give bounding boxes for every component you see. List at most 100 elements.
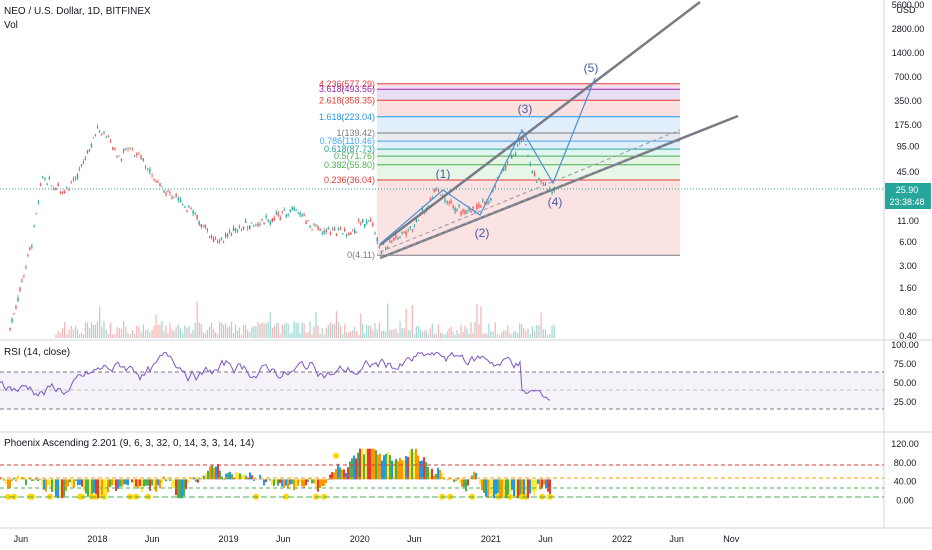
volume-bar: [348, 332, 350, 338]
candle-body: [21, 280, 23, 282]
elliott-wave-path[interactable]: [379, 77, 596, 245]
upper-channel-line[interactable]: [379, 1, 701, 246]
volume-bar: [405, 308, 407, 338]
candle-body: [352, 230, 354, 232]
volume-bar: [342, 334, 344, 338]
volume-bar: [242, 324, 245, 338]
price-tick-label: 45.00: [897, 167, 920, 177]
candle-body: [333, 228, 336, 231]
dashed-support-line[interactable]: [379, 137, 681, 259]
candle-body: [283, 209, 285, 211]
candle-body: [19, 287, 21, 291]
candle-body: [376, 237, 378, 242]
volume-bar: [182, 332, 184, 338]
candle-body: [140, 155, 142, 159]
volume-bar: [346, 332, 348, 338]
candle-body: [11, 318, 13, 323]
candle-body: [452, 205, 454, 209]
candle-body: [540, 181, 542, 182]
candle-body: [35, 213, 37, 215]
rsi-title[interactable]: RSI (14, close): [4, 347, 70, 358]
price-tick-label: 3.00: [899, 261, 917, 271]
volume-bar: [136, 325, 138, 338]
candle-body: [277, 213, 279, 216]
volume-bar: [234, 324, 237, 338]
volume-bar: [177, 324, 179, 338]
candle-body: [327, 227, 329, 229]
volume-bar: [374, 322, 376, 338]
candle-body: [98, 130, 101, 132]
volume-bar: [184, 325, 186, 338]
volume-bar: [403, 328, 405, 338]
volume-bar: [446, 331, 448, 338]
volume-bar: [140, 331, 142, 338]
phoenix-dot: [283, 493, 289, 500]
volume-bar: [259, 323, 261, 338]
candle-body: [527, 155, 529, 157]
volume-bar: [490, 331, 492, 338]
volume-bar: [494, 322, 496, 338]
volume-bar: [257, 321, 259, 338]
volume-bar: [350, 331, 352, 338]
candle-body: [169, 192, 171, 193]
mid-channel-line[interactable]: [379, 129, 681, 253]
candle-body: [68, 188, 70, 191]
candle-body: [13, 313, 15, 314]
volume-bar: [144, 330, 147, 338]
candle-body: [275, 212, 277, 214]
volume-bar: [198, 322, 200, 338]
volume-bar: [192, 330, 194, 338]
candle-body: [356, 231, 358, 233]
volume-bar: [173, 330, 175, 338]
price-tick-label: 2800.00: [892, 24, 925, 34]
trendlines[interactable]: [379, 1, 739, 260]
volume-bar: [399, 321, 401, 338]
phoenix-dot: [333, 452, 339, 459]
candle-body: [407, 230, 409, 232]
candle-body: [311, 229, 313, 231]
volume-bar: [325, 328, 327, 338]
candle-body: [167, 191, 169, 193]
candle-body: [39, 184, 42, 186]
candle-body: [70, 180, 72, 182]
candle-body: [125, 148, 127, 150]
candle-body: [411, 229, 414, 231]
volume-bar: [232, 333, 235, 338]
volume-bar: [383, 330, 385, 338]
volume-bar: [442, 332, 444, 338]
symbol-title[interactable]: NEO / U.S. Dollar, 1D, BITFINEX: [4, 6, 151, 17]
rsi-tick-label: 50.00: [894, 378, 917, 388]
candle-body: [25, 267, 27, 269]
candle-body: [472, 206, 474, 209]
volume-bar: [131, 330, 133, 338]
volume-bar: [542, 329, 544, 338]
fib-zone: [377, 100, 680, 117]
candle-body: [415, 218, 418, 221]
candle-body: [299, 213, 301, 216]
volume-bar: [84, 322, 87, 338]
volume-bar: [281, 324, 283, 338]
phoenix-title[interactable]: Phoenix Ascending 2.201 (9, 6, 3, 32, 0,…: [4, 438, 254, 449]
candle-body: [92, 137, 95, 139]
volume-bar: [107, 333, 109, 338]
candle-body: [372, 223, 374, 226]
candle-body: [363, 224, 366, 227]
volume-bar: [129, 334, 131, 338]
candle-body: [346, 234, 348, 236]
volume-bar: [245, 325, 247, 338]
candle-body: [129, 147, 131, 149]
volume-bar: [163, 331, 165, 338]
volume-bar: [366, 324, 368, 338]
volume-label[interactable]: Vol: [4, 20, 18, 31]
candle-body: [365, 220, 368, 224]
candle-body: [76, 174, 79, 179]
candle-body: [450, 200, 452, 204]
time-axis[interactable]: Jun 2018 Jun 2019 Jun 2020 Jun 2021 Jun 2022 Jun No…: [14, 534, 740, 544]
volume-bar: [57, 331, 59, 338]
price-axis[interactable]: 5600.00 2800.00 1400.00 700.00 350.00 175.00 9…: [892, 0, 925, 341]
volume-bar: [277, 323, 279, 338]
currency-label: USD: [896, 5, 916, 15]
candle-body: [505, 165, 507, 169]
candle-body: [194, 213, 196, 215]
